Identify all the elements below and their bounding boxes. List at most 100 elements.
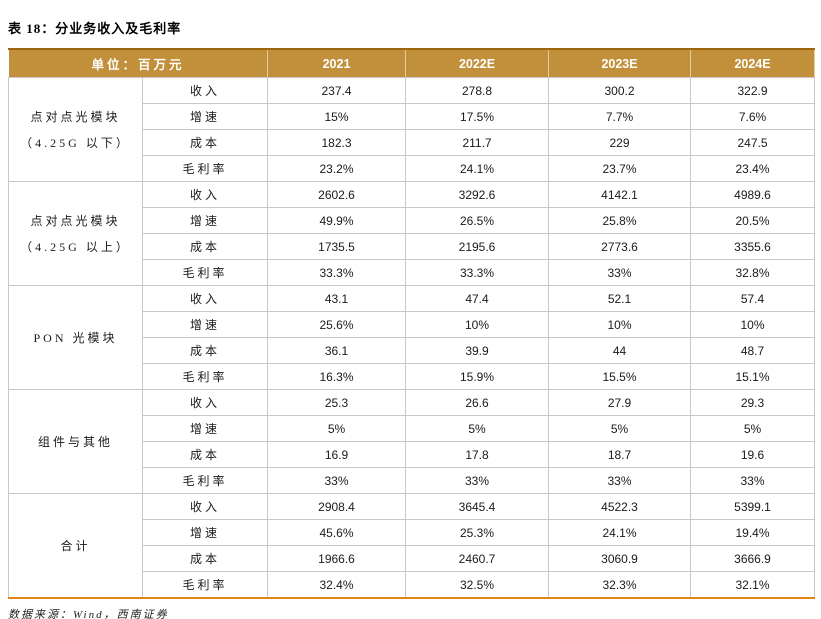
value-cell: 17.5% <box>405 103 550 130</box>
data-source-note: 数据来源：Wind，西南证券 <box>8 609 169 619</box>
value-cell: 5% <box>690 415 816 442</box>
value-cell: 33% <box>690 467 816 494</box>
value-cell: 33% <box>267 467 407 494</box>
value-cell: 57.4 <box>690 285 816 312</box>
metric-cell: 增速 <box>141 519 269 546</box>
value-cell: 2602.6 <box>267 181 407 208</box>
metric-cell: 毛利率 <box>141 259 269 286</box>
value-cell: 25.3% <box>405 519 550 546</box>
table-row: 增速 5% 5% 5% 5% <box>9 415 816 442</box>
value-cell: 322.9 <box>690 77 816 104</box>
table-row: 增速 15% 17.5% 7.7% 7.6% <box>9 103 816 130</box>
table-row: 增速 45.6% 25.3% 24.1% 19.4% <box>9 519 816 546</box>
group-label-total: 合计 <box>8 493 143 599</box>
value-cell: 5% <box>405 415 550 442</box>
value-cell: 27.9 <box>548 389 692 416</box>
value-cell: 211.7 <box>405 129 550 156</box>
metric-cell: 成本 <box>141 545 269 572</box>
value-cell: 2195.6 <box>405 233 550 260</box>
group-label-line: PON 光模块 <box>33 330 118 345</box>
value-cell: 19.4% <box>690 519 816 546</box>
value-cell: 10% <box>690 311 816 338</box>
value-cell: 26.6 <box>405 389 550 416</box>
value-cell: 33% <box>548 259 692 286</box>
value-cell: 43.1 <box>267 285 407 312</box>
value-cell: 229 <box>548 129 692 156</box>
value-cell: 2908.4 <box>267 493 407 520</box>
value-cell: 7.7% <box>548 103 692 130</box>
value-cell: 23.7% <box>548 155 692 182</box>
group-label-line: （4.25G 以下） <box>20 135 131 150</box>
value-cell: 3355.6 <box>690 233 816 260</box>
value-cell: 24.1% <box>405 155 550 182</box>
value-cell: 5% <box>548 415 692 442</box>
year-header-2024e: 2024E <box>690 48 816 78</box>
table-row: 成本 1966.6 2460.7 3060.9 3666.9 <box>9 545 816 572</box>
value-cell: 4522.3 <box>548 493 692 520</box>
metric-cell: 收入 <box>141 493 269 520</box>
table-row: 组件与其他 收入 25.3 26.6 27.9 29.3 <box>8 389 816 494</box>
value-cell: 20.5% <box>690 207 816 234</box>
value-cell: 7.6% <box>690 103 816 130</box>
table-row: 成本 36.1 39.9 44 48.7 <box>9 337 816 364</box>
metric-cell: 收入 <box>141 285 269 312</box>
value-cell: 1735.5 <box>267 233 407 260</box>
value-cell: 19.6 <box>690 441 816 468</box>
metric-cell: 增速 <box>141 311 269 338</box>
year-header-2022e: 2022E <box>405 48 550 78</box>
group-label-pon: PON 光模块 <box>8 285 143 390</box>
unit-header-cell: 单位：百万元 <box>7 48 269 78</box>
value-cell: 25.6% <box>267 311 407 338</box>
value-cell: 10% <box>548 311 692 338</box>
year-header-2023e: 2023E <box>548 48 692 78</box>
value-cell: 3645.4 <box>405 493 550 520</box>
value-cell: 24.1% <box>548 519 692 546</box>
value-cell: 2773.6 <box>548 233 692 260</box>
metric-cell: 收入 <box>141 181 269 208</box>
value-cell: 32.8% <box>690 259 816 286</box>
value-cell: 32.1% <box>690 571 816 599</box>
value-cell: 29.3 <box>690 389 816 416</box>
value-cell: 23.2% <box>267 155 407 182</box>
table-row: 毛利率 33.3% 33.3% 33% 32.8% <box>9 259 816 286</box>
table-row: 点对点光模块 （4.25G 以下） 收入 237.4 278.8 300.2 3… <box>8 77 816 182</box>
value-cell: 16.3% <box>267 363 407 390</box>
value-cell: 10% <box>405 311 550 338</box>
metric-cell: 增速 <box>141 415 269 442</box>
value-cell: 16.9 <box>267 441 407 468</box>
value-cell: 33.3% <box>267 259 407 286</box>
table-row: 增速 25.6% 10% 10% 10% <box>9 311 816 338</box>
metric-cell: 毛利率 <box>141 155 269 182</box>
table-row: 成本 182.3 211.7 229 247.5 <box>9 129 816 156</box>
value-cell: 300.2 <box>548 77 692 104</box>
group-label-line: （4.25G 以上） <box>20 239 131 254</box>
value-cell: 278.8 <box>405 77 550 104</box>
value-cell: 33.3% <box>405 259 550 286</box>
value-cell: 18.7 <box>548 441 692 468</box>
value-cell: 1966.6 <box>267 545 407 572</box>
value-cell: 3060.9 <box>548 545 692 572</box>
value-cell: 182.3 <box>267 129 407 156</box>
year-header-2021: 2021 <box>267 48 407 78</box>
value-cell: 17.8 <box>405 441 550 468</box>
group-label-components: 组件与其他 <box>8 389 143 494</box>
value-cell: 32.3% <box>548 571 692 599</box>
table-row: 合计 收入 2908.4 3645.4 4522.3 5399.1 <box>8 493 816 599</box>
value-cell: 5% <box>267 415 407 442</box>
table-title: 表 18：分业务收入及毛利率 <box>8 21 182 36</box>
metric-cell: 成本 <box>141 129 269 156</box>
table-row: 增速 49.9% 26.5% 25.8% 20.5% <box>9 207 816 234</box>
value-cell: 3292.6 <box>405 181 550 208</box>
metric-cell: 增速 <box>141 207 269 234</box>
value-cell: 23.4% <box>690 155 816 182</box>
table-row: 成本 16.9 17.8 18.7 19.6 <box>9 441 816 468</box>
segment-revenue-margin-table: 单位：百万元 2021 2022E 2023E 2024E 点对点光模块 （4.… <box>7 48 816 599</box>
group-label-p2p-below: 点对点光模块 （4.25G 以下） <box>8 77 143 182</box>
value-cell: 33% <box>548 467 692 494</box>
group-label-line: 组件与其他 <box>37 434 113 449</box>
table-row: PON 光模块 收入 43.1 47.4 52.1 57.4 <box>8 285 816 390</box>
value-cell: 15% <box>267 103 407 130</box>
group-label-p2p-above: 点对点光模块 （4.25G 以上） <box>8 181 143 286</box>
metric-cell: 增速 <box>141 103 269 130</box>
